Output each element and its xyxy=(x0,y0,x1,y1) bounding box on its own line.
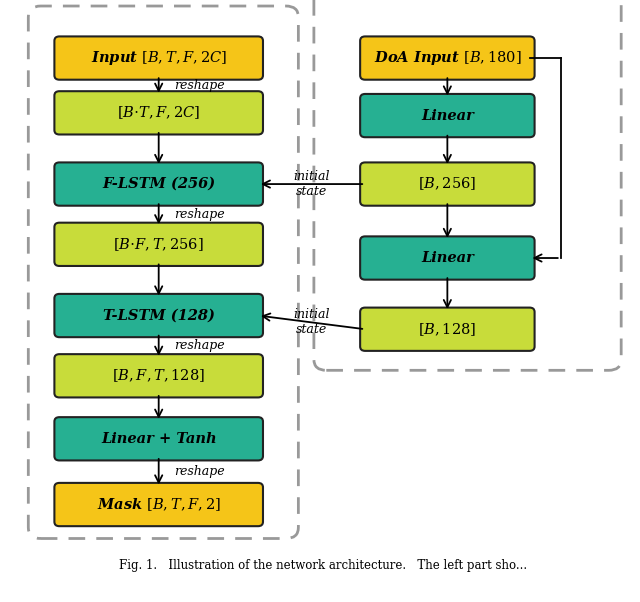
Text: $[B{\cdot}F,T,256]$: $[B{\cdot}F,T,256]$ xyxy=(113,236,204,253)
Text: T-LSTM (128): T-LSTM (128) xyxy=(103,309,214,323)
FancyBboxPatch shape xyxy=(54,92,263,134)
FancyBboxPatch shape xyxy=(360,37,534,79)
Text: $[B,128]$: $[B,128]$ xyxy=(418,321,477,338)
Text: reshape: reshape xyxy=(174,208,225,221)
FancyBboxPatch shape xyxy=(54,163,263,206)
Text: $[B{\cdot}T,F,2C]$: $[B{\cdot}T,F,2C]$ xyxy=(117,105,200,121)
FancyBboxPatch shape xyxy=(54,417,263,461)
Text: Linear: Linear xyxy=(421,108,474,123)
Text: reshape: reshape xyxy=(174,465,225,478)
Text: Linear + Tanh: Linear + Tanh xyxy=(101,432,216,446)
FancyBboxPatch shape xyxy=(54,294,263,337)
FancyBboxPatch shape xyxy=(360,237,534,280)
Text: $[B,F,T,128]$: $[B,F,T,128]$ xyxy=(112,367,205,384)
Text: $[B,256]$: $[B,256]$ xyxy=(418,176,477,193)
FancyBboxPatch shape xyxy=(54,483,263,526)
Text: Input $[B,T,F,2C]$: Input $[B,T,F,2C]$ xyxy=(91,49,227,67)
FancyBboxPatch shape xyxy=(360,94,534,137)
FancyBboxPatch shape xyxy=(54,354,263,397)
FancyBboxPatch shape xyxy=(360,308,534,351)
Text: reshape: reshape xyxy=(174,339,225,352)
Text: Linear: Linear xyxy=(421,251,474,265)
Text: Mask $[B,T,F,2]$: Mask $[B,T,F,2]$ xyxy=(97,496,221,513)
Text: DoA Input $[B,180]$: DoA Input $[B,180]$ xyxy=(374,49,521,67)
Text: initial
state: initial state xyxy=(293,308,330,337)
FancyBboxPatch shape xyxy=(54,223,263,266)
Text: Fig. 1.   Illustration of the network architecture.   The left part sho...: Fig. 1. Illustration of the network arch… xyxy=(119,559,527,573)
Text: initial
state: initial state xyxy=(293,170,330,198)
Text: reshape: reshape xyxy=(174,79,225,92)
Text: F-LSTM (256): F-LSTM (256) xyxy=(102,177,215,191)
FancyBboxPatch shape xyxy=(54,37,263,79)
FancyBboxPatch shape xyxy=(360,163,534,206)
